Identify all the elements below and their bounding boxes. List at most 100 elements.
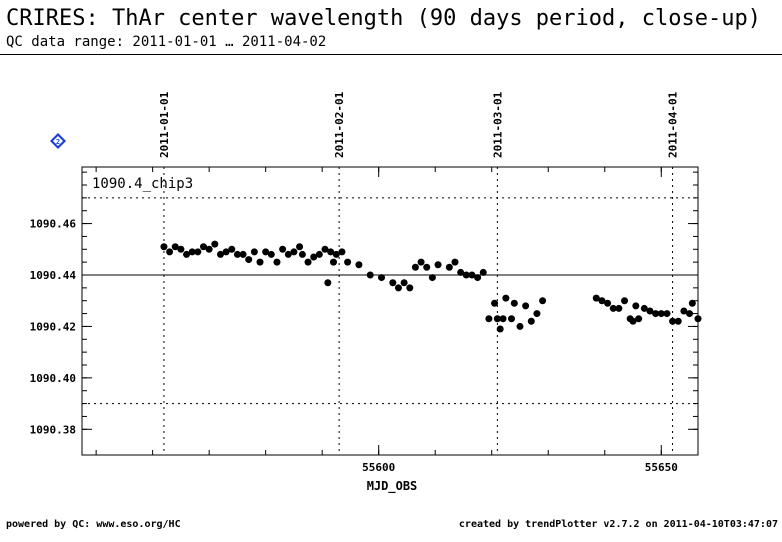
data-point	[491, 299, 499, 307]
data-point	[496, 325, 504, 333]
data-point	[451, 258, 459, 266]
data-point	[457, 268, 465, 276]
data-point	[279, 245, 287, 253]
data-point	[211, 240, 219, 248]
data-point	[378, 274, 386, 282]
data-point	[688, 299, 696, 307]
y-axis: 1090.38 1090.40 1090.42 1090.44 1090.46	[30, 171, 698, 436]
panel-label: 1090.4_chip3	[92, 176, 193, 192]
data-point	[245, 256, 253, 264]
data-point	[479, 268, 487, 276]
data-point	[394, 284, 402, 292]
help-diamond-icon[interactable]: 2	[50, 133, 66, 149]
data-point	[468, 271, 476, 279]
data-point	[256, 258, 264, 266]
data-point	[321, 245, 329, 253]
y-tick-label: 1090.40	[30, 372, 76, 385]
footer-powered-by: powered by QC: www.eso.org/HC	[6, 519, 181, 530]
data-point	[327, 248, 335, 256]
data-point	[592, 294, 600, 302]
grid-lines	[82, 197, 698, 405]
data-point	[663, 310, 671, 318]
data-point	[324, 279, 332, 287]
data-point	[615, 304, 623, 312]
data-point	[598, 297, 606, 305]
data-point	[239, 250, 247, 258]
date-marker-label: 2011-02-01	[333, 91, 346, 158]
x-tick-label: 55600	[362, 461, 395, 474]
data-point	[366, 271, 374, 279]
data-point	[233, 250, 241, 258]
data-point	[629, 317, 637, 325]
data-point	[310, 253, 318, 261]
data-point	[183, 250, 191, 258]
data-point	[273, 258, 281, 266]
data-point	[304, 258, 312, 266]
data-point	[200, 243, 208, 251]
data-point	[493, 315, 501, 323]
data-point	[160, 243, 168, 251]
header-divider	[0, 54, 782, 55]
data-point	[423, 263, 431, 271]
data-point	[296, 243, 304, 251]
plot-frame	[81, 166, 699, 456]
data-point	[508, 315, 516, 323]
data-points	[160, 240, 702, 333]
x-axis-label: MJD_OBS	[367, 479, 418, 494]
data-point	[646, 307, 654, 315]
data-point	[632, 302, 640, 310]
x-axis: 55600 55650	[95, 167, 678, 474]
data-point	[400, 279, 408, 287]
data-point	[445, 263, 453, 271]
date-markers: 2011-01-01 2011-02-01 2011-03-01 2011-04-01	[158, 91, 680, 455]
data-point	[669, 317, 677, 325]
data-point	[539, 297, 547, 305]
data-point	[406, 284, 414, 292]
data-point	[290, 248, 298, 256]
data-point	[635, 315, 643, 323]
data-point	[284, 250, 292, 258]
data-point	[522, 302, 530, 310]
data-point	[474, 274, 482, 282]
date-marker-label: 2011-04-01	[667, 91, 680, 158]
y-tick-label: 1090.38	[30, 423, 76, 436]
data-point	[332, 250, 340, 258]
data-point	[657, 310, 665, 318]
data-point	[411, 263, 419, 271]
date-marker-label: 2011-03-01	[491, 91, 504, 158]
data-point	[194, 248, 202, 256]
data-point	[216, 250, 224, 258]
data-point	[502, 294, 510, 302]
data-point	[389, 279, 397, 287]
data-point	[222, 248, 230, 256]
data-point	[485, 315, 493, 323]
date-marker-label: 2011-01-01	[158, 91, 171, 158]
x-tick-label: 55650	[645, 461, 678, 474]
data-point	[434, 261, 442, 269]
data-point	[329, 258, 337, 266]
data-point	[315, 250, 323, 258]
data-point	[298, 250, 306, 258]
data-point	[171, 243, 179, 251]
data-point	[527, 317, 535, 325]
data-point	[680, 307, 688, 315]
data-point	[355, 261, 363, 269]
data-point	[250, 248, 258, 256]
data-point	[499, 315, 507, 323]
data-point	[177, 245, 185, 253]
data-point	[428, 274, 436, 282]
data-point	[188, 248, 196, 256]
y-tick-label: 1090.44	[30, 269, 77, 282]
data-point	[516, 322, 524, 330]
data-point	[338, 248, 346, 256]
data-point	[533, 310, 541, 318]
footer-created-by: created by trendPlotter v2.7.2 on 2011-0…	[458, 519, 778, 530]
data-point	[686, 310, 694, 318]
data-point	[228, 245, 236, 253]
y-tick-label: 1090.42	[30, 320, 76, 333]
data-point	[604, 299, 612, 307]
data-point	[674, 317, 682, 325]
data-point	[166, 248, 174, 256]
chart-title: CRIRES: ThAr center wavelength (90 days …	[6, 6, 761, 31]
